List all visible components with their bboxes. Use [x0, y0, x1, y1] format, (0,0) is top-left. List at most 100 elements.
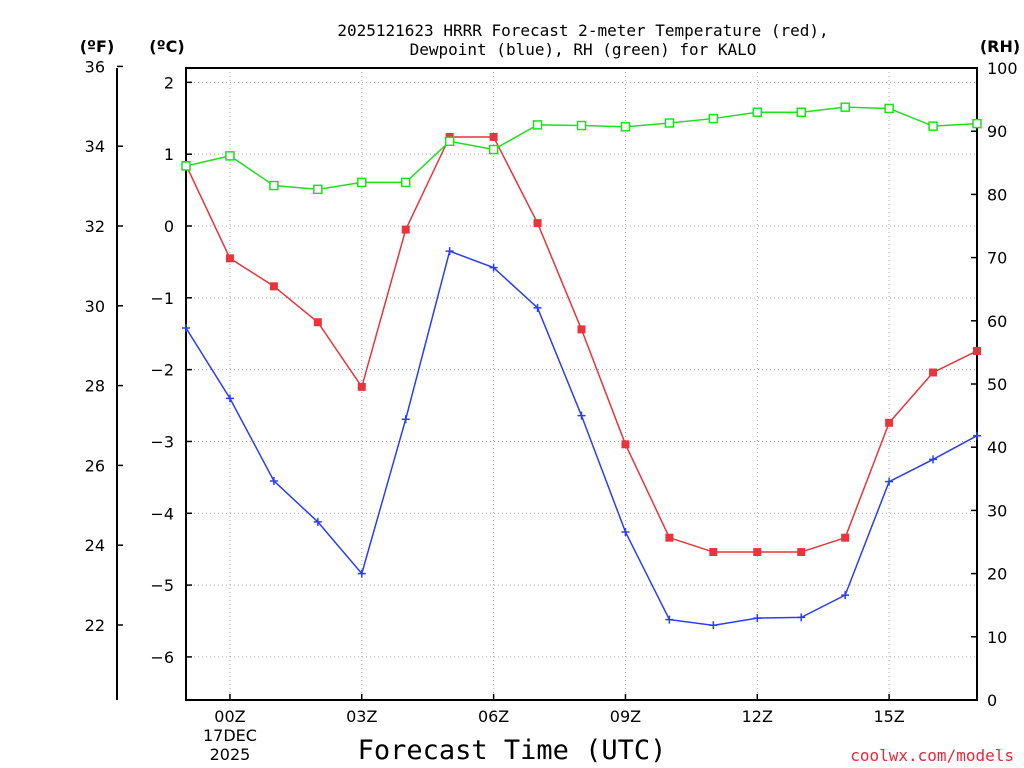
axes: 3634323028262422210−1−2−3−4−5−6010203040… [85, 57, 1018, 764]
rh-tick-label: 50 [987, 375, 1007, 394]
fahrenheit-tick-label: 34 [85, 137, 105, 156]
celsius-tick-label: 1 [164, 145, 174, 164]
celsius-tick-label: 0 [164, 217, 174, 236]
rh-tick-label: 70 [987, 249, 1007, 268]
celsius-tick-label: −5 [150, 576, 174, 595]
rh-point [225, 151, 235, 161]
x-tick-label: 2025 [210, 745, 251, 764]
dewpoint-point [885, 477, 894, 486]
dewpoint-series [182, 247, 981, 630]
temperature-series [182, 132, 981, 557]
dewpoint-point [182, 323, 190, 332]
temperature-point [973, 346, 981, 355]
x-axis-label: Forecast Time (UTC) [358, 735, 667, 766]
temperature-point [885, 418, 894, 427]
rh-tick-label: 40 [987, 438, 1007, 457]
dewpoint-point [753, 614, 762, 623]
credit-text: coolwx.com/models [850, 746, 1014, 765]
temperature-point [841, 533, 850, 542]
celsius-tick-label: −6 [150, 648, 174, 667]
rh-point [181, 161, 191, 171]
fahrenheit-tick-label: 30 [85, 297, 105, 316]
x-tick-label: 17DEC [203, 726, 257, 745]
rh-point [796, 107, 806, 117]
rh-point [664, 118, 675, 128]
dewpoint-point [973, 431, 981, 440]
rh-point [400, 177, 411, 188]
temperature-point [269, 282, 278, 291]
dewpoint-line [185, 250, 978, 627]
temperature-point [489, 132, 498, 141]
data-series [181, 102, 982, 630]
fahrenheit-tick-label: 26 [85, 456, 105, 475]
temperature-point [401, 225, 410, 234]
rh-point [840, 102, 850, 112]
x-tick-label: 00Z [214, 707, 245, 726]
fahrenheit-tick-label: 36 [85, 57, 105, 76]
dewpoint-point [357, 569, 366, 578]
celsius-tick-label: −2 [150, 361, 174, 380]
temperature-point [709, 548, 718, 557]
rh-series [181, 102, 982, 195]
celsius-tick-label: −1 [150, 289, 174, 308]
rh-tick-label: 30 [987, 501, 1007, 520]
temperature-point [753, 548, 762, 557]
chart-title-line-2: Dewpoint (blue), RH (green) for KALO [410, 40, 757, 59]
fahrenheit-tick-label: 32 [85, 217, 105, 236]
celsius-tick-label: −3 [150, 432, 174, 451]
temperature-point [665, 533, 674, 542]
fahrenheit-tick-label: 24 [85, 536, 105, 555]
rh-tick-label: 100 [987, 59, 1018, 78]
dewpoint-point [225, 394, 234, 403]
rh-point [708, 113, 719, 124]
celsius-tick-label: −4 [150, 504, 174, 523]
dewpoint-point [797, 613, 806, 622]
dewpoint-point [841, 591, 850, 600]
temperature-point [313, 318, 322, 327]
grid-lines [186, 68, 977, 700]
x-tick-label: 06Z [478, 707, 509, 726]
fahrenheit-tick-label: 22 [85, 616, 105, 635]
dewpoint-point [269, 476, 278, 485]
rh-point [576, 120, 587, 131]
rh-tick-label: 90 [987, 122, 1007, 141]
rh-point [972, 118, 982, 129]
rh-tick-label: 20 [987, 565, 1007, 584]
rh-point [532, 120, 543, 130]
dewpoint-point [665, 615, 674, 624]
rh-point [928, 121, 938, 131]
rh-tick-label: 0 [987, 691, 997, 710]
temperature-point [357, 382, 366, 391]
temperature-point [225, 254, 234, 263]
rh-point [444, 136, 455, 147]
rh-point [884, 103, 894, 114]
celsius-tick-label: 2 [164, 73, 174, 92]
dewpoint-point [313, 517, 322, 526]
temperature-line [185, 136, 978, 553]
rh-tick-label: 60 [987, 312, 1007, 331]
celsius-unit-label: (ºC) [149, 37, 184, 56]
rh-tick-label: 80 [987, 185, 1007, 204]
dewpoint-point [489, 263, 498, 272]
fahrenheit-unit-label: (ºF) [80, 37, 115, 56]
dewpoint-point [401, 415, 410, 424]
rh-unit-label: (RH) [980, 37, 1020, 56]
rh-point [752, 107, 763, 117]
x-tick-label: 09Z [610, 707, 641, 726]
temperature-point [533, 219, 542, 228]
fahrenheit-tick-label: 28 [85, 377, 105, 396]
chart-title: 2025121623 HRRR Forecast 2-meter Tempera… [337, 21, 828, 59]
rh-point [269, 180, 279, 191]
rh-point [357, 177, 367, 188]
rh-point [313, 184, 323, 195]
plot-frame [185, 67, 978, 701]
chart-title-line-1: 2025121623 HRRR Forecast 2-meter Tempera… [337, 21, 828, 40]
x-tick-label: 15Z [873, 707, 904, 726]
dewpoint-point [621, 527, 630, 536]
dewpoint-point [709, 621, 718, 630]
rh-point [620, 122, 631, 132]
rh-line [185, 106, 978, 191]
x-tick-label: 12Z [742, 707, 773, 726]
temperature-point [797, 548, 806, 557]
